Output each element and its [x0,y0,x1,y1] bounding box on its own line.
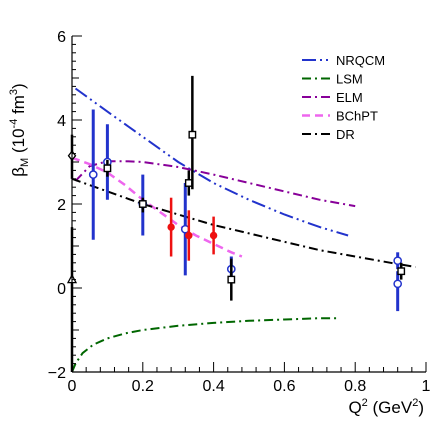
legend-item-lsm: LSM [302,72,363,87]
data-point [209,216,218,255]
marker-dot [167,223,175,231]
y-axis-title: βM (10-4 fm3) [8,83,31,176]
data-point [393,252,403,270]
data-point [227,258,236,301]
curve-bchpt [71,156,243,258]
x-tick-label: 0.8 [344,378,366,395]
data-point [185,210,193,261]
data-point [88,109,98,240]
x-axis-title: Q2 (GeV2) [348,397,424,417]
legend-label: ELM [336,90,363,105]
curve-nrqcm [74,87,349,237]
legend-label: LSM [336,72,363,87]
y-tick-label: 0 [57,281,66,298]
y-tick-label: 4 [57,113,66,130]
x-tick-label: 0.6 [273,378,295,395]
legend-item-dr: DR [302,127,355,142]
marker-dot [209,231,218,240]
legend-item-elm: ELM [302,90,363,105]
data-point [167,197,175,257]
y-tick-label: 6 [57,29,66,46]
legend-label: BChPT [336,109,378,124]
marker-square [103,164,112,173]
marker-square [184,179,193,187]
x-tick-label: 0.4 [202,378,224,395]
curves-layer [71,87,416,373]
marker-square [188,130,197,139]
y-tick-label: 2 [57,197,66,214]
marker-circle [393,279,403,289]
legend-label: NRQCM [336,53,385,68]
data-point [103,159,112,177]
data-point [393,271,403,312]
x-tick-label: 1 [422,378,431,395]
data-point [397,262,406,280]
legend: NRQCM LSM ELM BChPT DR [302,53,385,142]
marker-circle [393,256,403,266]
marker-dot [185,231,193,240]
legend-item-bchpt: BChPT [302,109,378,124]
data-point [138,197,147,213]
x-tick-label: 0 [68,378,77,395]
marker-square [138,200,147,208]
legend-label: DR [336,127,355,142]
marker-circle [88,170,98,179]
curve-lsm [71,317,338,373]
data-point [188,75,197,190]
curve-dr [71,177,416,268]
curve-elm [74,160,356,208]
marker-square [397,267,406,276]
marker-square [227,275,236,284]
x-tick-label: 0.2 [132,378,154,395]
y-tick-label: −2 [48,365,66,382]
legend-item-nrqcm: NRQCM [302,53,385,68]
